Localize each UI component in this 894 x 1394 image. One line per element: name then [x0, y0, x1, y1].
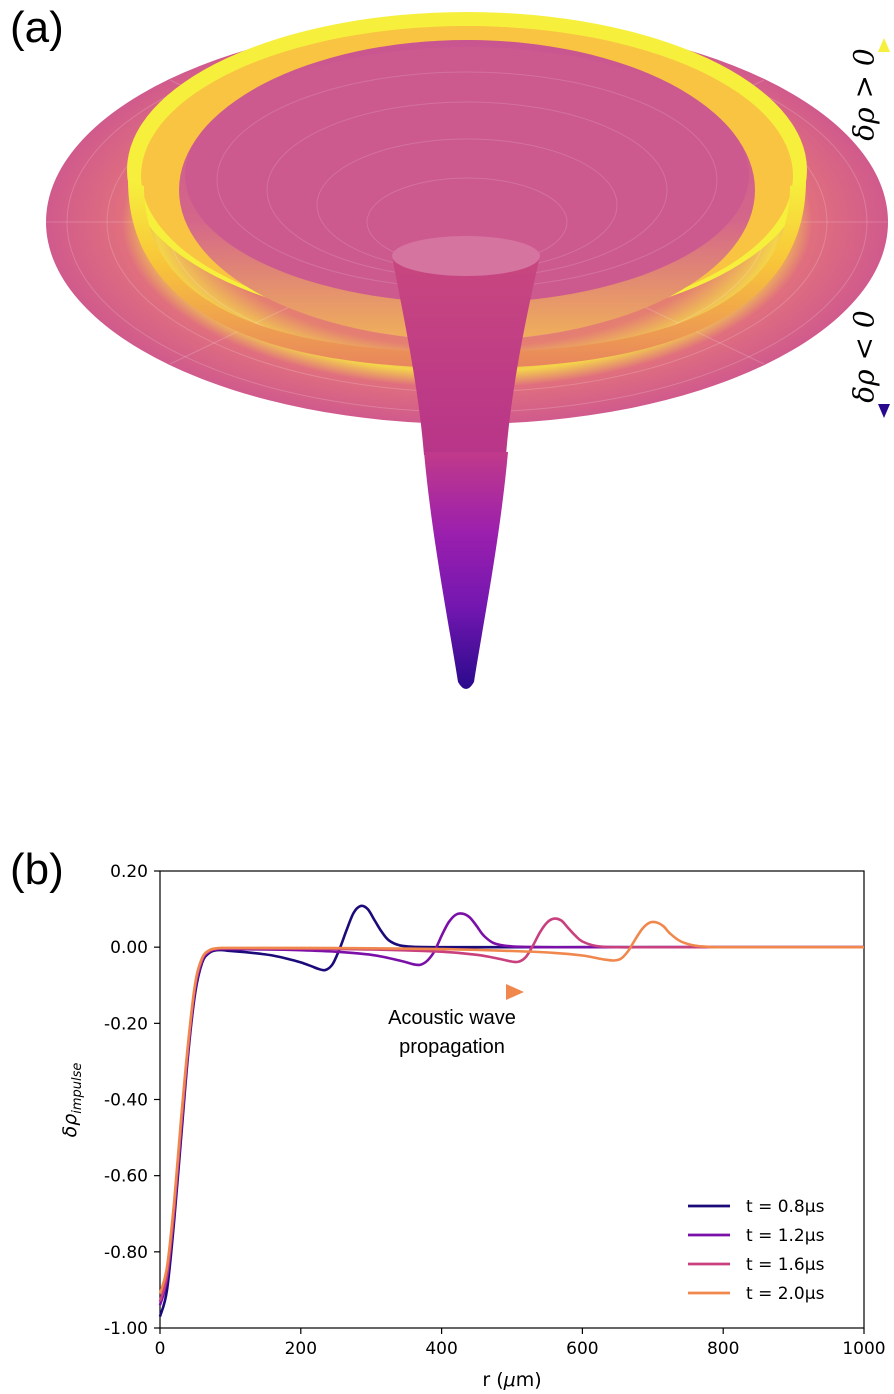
negative-label: δρ < 0 [847, 310, 881, 403]
series-layer [158, 904, 864, 1317]
y-tick-label: 0.20 [110, 862, 148, 882]
x-tick-label: 200 [285, 1339, 317, 1359]
annotation-line1: Acoustic wave [388, 1007, 516, 1029]
y-axis: 0.20 0.00 -0.20 -0.40 -0.60 -0.80 -1.00 [104, 862, 160, 1339]
legend: t = 0.8μs t = 1.2μs t = 1.6μs t = 2.0μs [688, 1197, 825, 1304]
series-line-4 [158, 920, 864, 1295]
funnel-spike [424, 452, 508, 689]
series-line-2 [158, 912, 864, 1306]
y-tick-label: -0.40 [104, 1091, 148, 1111]
panel-a-label: (a) [10, 3, 64, 52]
y-tick-label: -1.00 [104, 1319, 148, 1339]
y-tick-label: -0.60 [104, 1167, 148, 1187]
x-axis-label: r (μm) [482, 1369, 541, 1391]
y-tick-label: 0.00 [110, 938, 148, 958]
x-tick-label: 800 [707, 1339, 739, 1359]
negative-arrow [878, 302, 890, 418]
funnel-tube [392, 256, 540, 455]
propagation-annotation: Acoustic wave propagation [380, 984, 524, 1058]
x-axis: 0 200 400 600 800 1000 [155, 1328, 886, 1359]
y-tick-label: -0.20 [104, 1014, 148, 1034]
x-tick-label: 600 [566, 1339, 598, 1359]
y-axis-label: δρimpulse [59, 1063, 85, 1138]
surface-plot-3d [46, 12, 888, 689]
legend-entry: t = 1.6μs [746, 1255, 825, 1275]
legend-entry: t = 0.8μs [746, 1197, 825, 1217]
x-tick-label: 0 [155, 1339, 166, 1359]
panel-b-label: (b) [10, 845, 64, 894]
y-tick-label: -0.80 [104, 1243, 148, 1263]
legend-entry: t = 1.2μs [746, 1226, 825, 1246]
x-tick-label: 1000 [842, 1339, 885, 1359]
positive-arrow [878, 38, 890, 152]
positive-label: δρ > 0 [847, 48, 881, 141]
annotation-line2: propagation [399, 1036, 505, 1058]
line-chart: 0.20 0.00 -0.20 -0.40 -0.60 -0.80 -1.00 0 200 40… [59, 862, 886, 1391]
x-tick-label: 400 [425, 1339, 457, 1359]
legend-entry: t = 2.0μs [746, 1284, 825, 1304]
